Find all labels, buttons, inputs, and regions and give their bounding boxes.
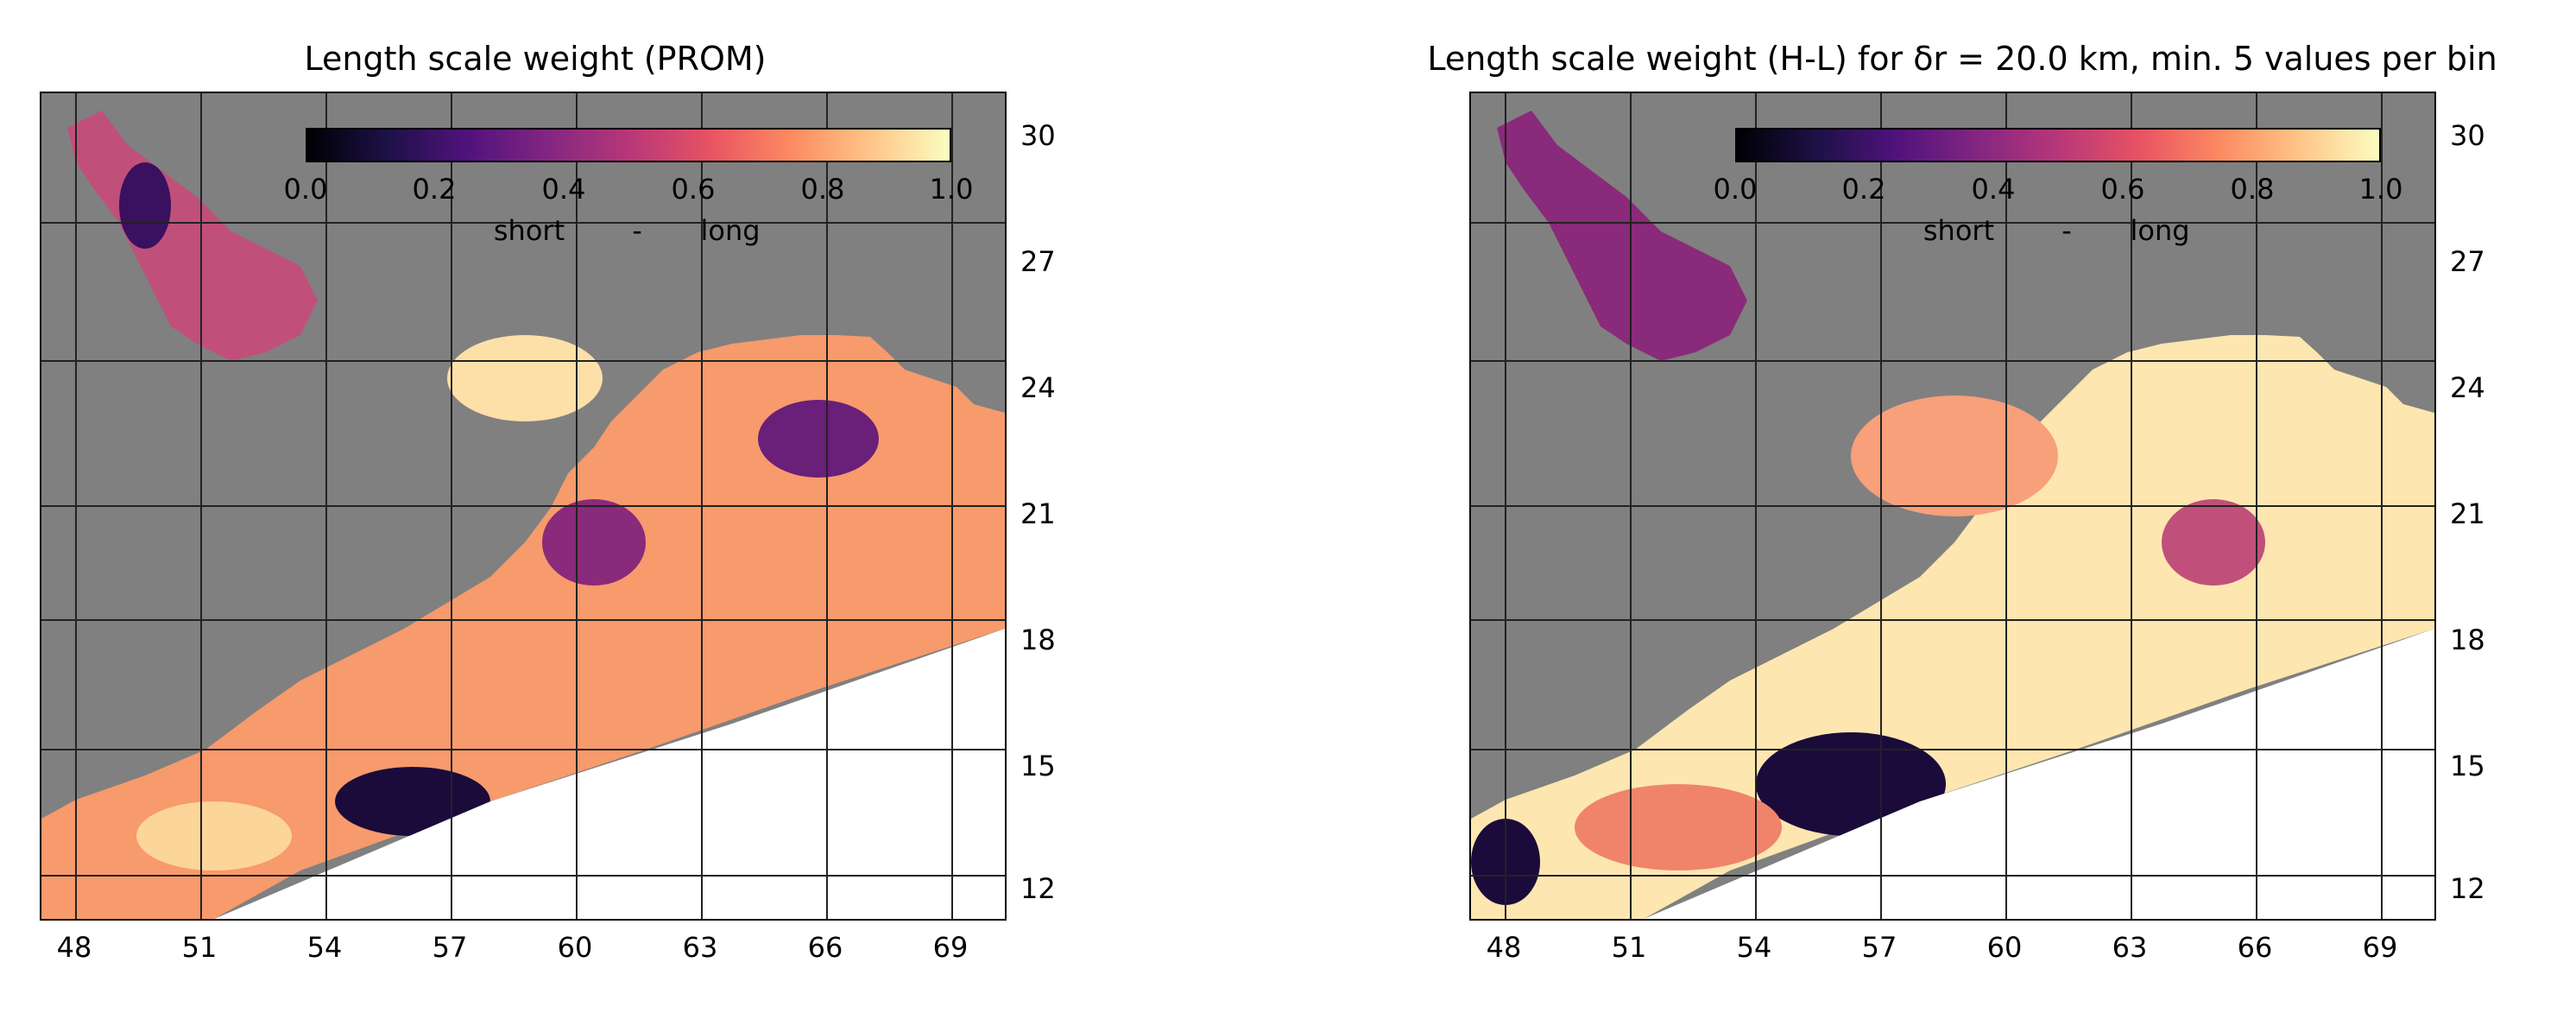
right-cb-tick: 0.6	[2100, 173, 2145, 206]
left-cb-tick: 0.4	[541, 173, 586, 206]
right-cb-tick: 0.4	[1971, 173, 2016, 206]
right-lat-tick: 27	[2450, 245, 2485, 278]
right-dark-patch	[1756, 732, 1946, 836]
right-lat-tick: 30	[2450, 119, 2485, 152]
left-cb-tick: 0.0	[283, 173, 328, 206]
right-lon-tick: 63	[2112, 931, 2148, 964]
left-colorbar	[306, 128, 951, 162]
right-cb-label-dash: -	[2061, 214, 2072, 247]
right-nodata-region	[1644, 629, 2434, 919]
right-lat-tick: 21	[2450, 497, 2485, 530]
right-lon-tick: 60	[1986, 931, 2023, 964]
right-cb-label-short: short	[1923, 214, 1995, 247]
left-lon-tick: 63	[682, 931, 718, 964]
right-cb-tick: 0.0	[1713, 173, 1758, 206]
right-colorbar	[1735, 128, 2381, 162]
right-map[interactable]: 0.0 0.2 0.4 0.6 0.8 1.0 short - long	[1469, 92, 2436, 921]
left-lon-tick: 66	[807, 931, 843, 964]
right-sea-field	[1471, 335, 2434, 919]
right-lon-tick: 51	[1611, 931, 1647, 964]
left-graticule	[41, 93, 1005, 919]
left-light-patch	[447, 335, 603, 421]
left-panel-title-text: Length scale weight (PROM)	[304, 40, 767, 78]
right-cb-tick: 0.8	[2230, 173, 2275, 206]
right-lat-tick: 24	[2450, 371, 2485, 404]
left-lat-tick: 21	[1020, 497, 1056, 530]
left-nodata-region	[214, 629, 1005, 919]
left-light-patch	[136, 801, 292, 871]
left-cb-label-long: long	[700, 214, 761, 247]
right-lon-tick: 69	[2362, 931, 2398, 964]
left-lon-tick: 69	[932, 931, 969, 964]
left-cb-label-dash: -	[632, 214, 642, 247]
left-dark-patch	[758, 400, 879, 478]
right-lat-tick: 15	[2450, 750, 2485, 782]
left-lon-tick: 54	[306, 931, 343, 964]
left-cb-label-short: short	[493, 214, 565, 247]
left-lon-tick: 51	[181, 931, 218, 964]
right-lon-tick: 57	[1861, 931, 1897, 964]
right-lat-tick: 12	[2450, 872, 2485, 905]
right-mid-patch	[1575, 784, 1782, 871]
right-lat-tick: 18	[2450, 624, 2485, 656]
left-sea-field	[41, 335, 1005, 919]
left-lat-tick: 15	[1020, 750, 1056, 782]
right-cb-tick: 0.2	[1841, 173, 1886, 206]
left-lat-tick: 27	[1020, 245, 1056, 278]
left-gulf-field	[67, 111, 318, 361]
left-lat-tick: 12	[1020, 872, 1056, 905]
right-cb-label-long: long	[2130, 214, 2190, 247]
left-lat-tick: 18	[1020, 624, 1056, 656]
left-dark-patch	[542, 499, 646, 586]
left-lon-tick: 60	[557, 931, 593, 964]
left-map[interactable]: 0.0 0.2 0.4 0.6 0.8 1.0 short - long	[40, 92, 1007, 921]
right-mid-patch	[2162, 499, 2265, 586]
left-cb-tick: 0.8	[800, 173, 845, 206]
right-graticule	[1471, 93, 2434, 919]
right-lon-tick: 54	[1736, 931, 1772, 964]
left-cb-tick: 0.2	[412, 173, 457, 206]
left-cb-tick: 1.0	[929, 173, 974, 206]
left-lon-tick: 48	[56, 931, 92, 964]
left-lat-tick: 30	[1020, 119, 1056, 152]
right-lon-tick: 48	[1486, 931, 1522, 964]
left-cb-tick: 0.6	[671, 173, 716, 206]
right-panel-title: Length scale weight (H-L) for δr = 20.0 …	[1427, 40, 2497, 78]
left-lat-tick: 24	[1020, 371, 1056, 404]
right-lon-tick: 66	[2237, 931, 2273, 964]
right-gulf-field	[1497, 111, 1747, 361]
left-dark-patch	[119, 162, 171, 249]
right-cb-tick: 1.0	[2358, 173, 2403, 206]
left-lon-tick: 57	[432, 931, 468, 964]
